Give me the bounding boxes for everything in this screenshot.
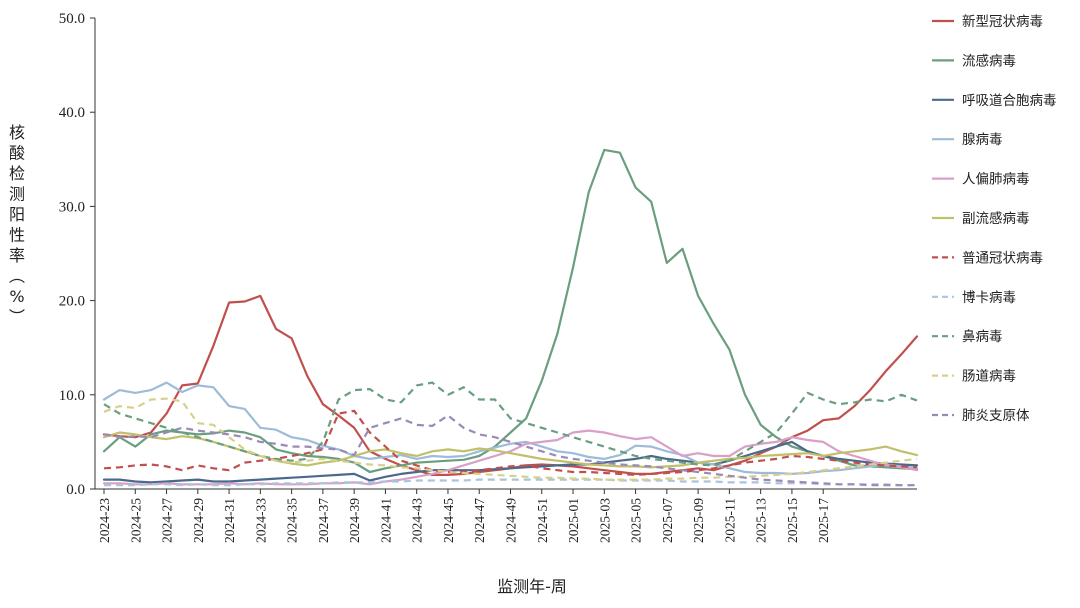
y-tick-label: 40.0 xyxy=(59,105,85,121)
series-group xyxy=(102,148,919,487)
legend-label: 肺炎支原体 xyxy=(962,408,1030,424)
x-tick-label: 2024-47 xyxy=(472,498,487,543)
series-line-7 xyxy=(104,478,917,487)
x-tick-label: 2024-23 xyxy=(97,498,112,543)
legend-label: 博卡病毒 xyxy=(962,289,1016,306)
x-tick-label: 2025-03 xyxy=(597,498,612,543)
y-tick-label: 0.0 xyxy=(66,482,85,498)
x-tick-label: 2024-45 xyxy=(441,498,456,543)
y-tick-label: 50.0 xyxy=(59,11,85,27)
x-tick-label: 2025-11 xyxy=(722,498,737,543)
x-tick-label: 2024-33 xyxy=(253,498,268,543)
x-tick-label: 2024-43 xyxy=(410,498,425,543)
series-line-2 xyxy=(102,440,919,484)
y-ticks: 0.0 10.0 20.0 30.0 40.0 50.0 xyxy=(59,11,95,498)
legend-label: 腺病毒 xyxy=(962,132,1003,148)
y-tick-label: 30.0 xyxy=(59,199,85,215)
y-tick-label: 20.0 xyxy=(59,294,85,310)
axes xyxy=(94,18,917,490)
series-line-9 xyxy=(103,397,918,481)
series-line-6 xyxy=(103,409,918,476)
x-tick-label: 2024-49 xyxy=(504,498,519,543)
legend-label: 流感病毒 xyxy=(962,52,1016,69)
x-ticks: 2024-23 2024-25 2024-27 2024-29 2024-31 2024-… xyxy=(97,489,831,543)
x-tick-label: 2024-41 xyxy=(378,498,393,543)
legend-label: 普通冠状病毒 xyxy=(962,250,1043,266)
legend-label: 肠道病毒 xyxy=(962,369,1016,385)
x-axis-label: 监测年-周 xyxy=(497,577,567,596)
x-tick-label: 2024-25 xyxy=(128,498,143,543)
legend: 新型冠状病毒流感病毒呼吸道合胞病毒腺病毒人偏肺病毒副流感病毒普通冠状病毒博卡病毒… xyxy=(932,14,1057,424)
legend-label: 呼吸道合胞病毒 xyxy=(962,93,1057,109)
legend-label: 鼻病毒 xyxy=(962,328,1003,345)
x-tick-label: 2024-37 xyxy=(316,498,331,543)
legend-label: 新型冠状病毒 xyxy=(962,14,1043,30)
x-tick-label: 2024-51 xyxy=(535,498,550,543)
y-axis-label: 核酸检测阳性率︵% ︶ xyxy=(9,123,25,327)
series-line-5 xyxy=(102,431,919,469)
x-tick-label: 2024-35 xyxy=(285,498,300,543)
x-tick-label: 2025-05 xyxy=(629,498,644,543)
x-tick-label: 2025-01 xyxy=(566,498,581,543)
y-axis-label-text: 核酸检测阳性率︵% ︶ xyxy=(9,123,25,327)
x-tick-label: 2024-29 xyxy=(191,498,206,543)
x-tick-label: 2024-39 xyxy=(347,498,362,543)
legend-label: 人偏肺病毒 xyxy=(962,172,1030,188)
x-tick-label: 2025-17 xyxy=(816,498,831,543)
series-line-10 xyxy=(103,414,917,487)
x-tick-label: 2025-07 xyxy=(660,498,675,543)
x-tick-label: 2025-09 xyxy=(691,498,706,543)
x-tick-label: 2025-13 xyxy=(754,498,769,543)
y-tick-label: 10.0 xyxy=(59,388,85,404)
legend-label: 副流感病毒 xyxy=(962,210,1030,227)
x-tick-label: 2024-31 xyxy=(222,498,237,543)
x-tick-label: 2025-15 xyxy=(785,498,800,543)
series-line-8 xyxy=(103,381,918,467)
series-line-3 xyxy=(102,381,919,475)
x-tick-label: 2024-27 xyxy=(160,498,175,543)
